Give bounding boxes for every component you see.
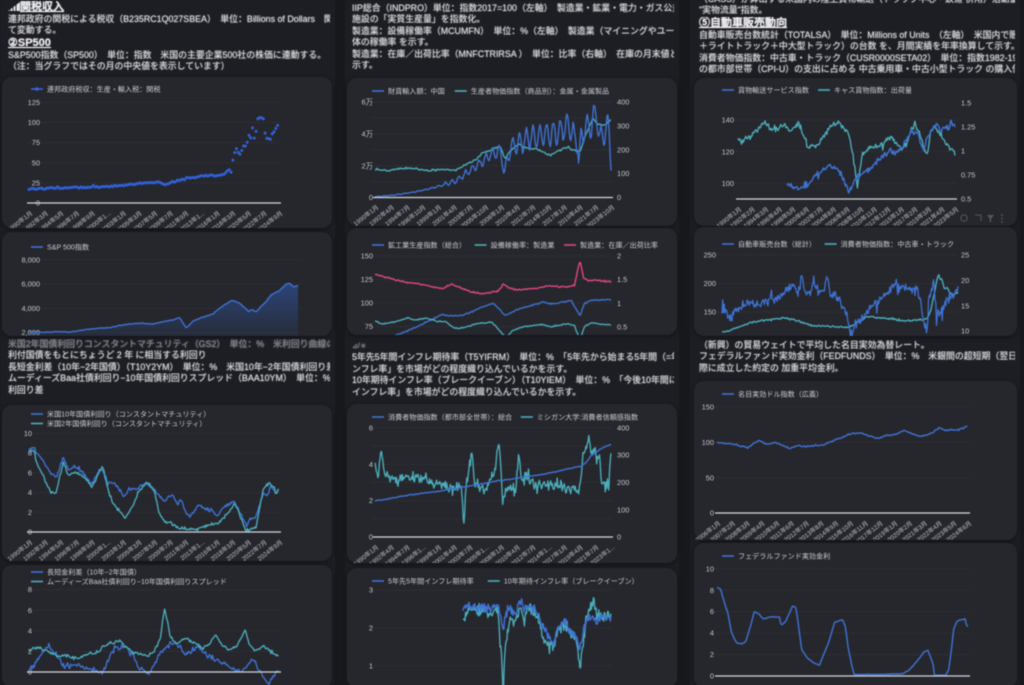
svg-text:2: 2 <box>617 252 621 261</box>
svg-text:200: 200 <box>617 145 629 154</box>
svg-text:0.75: 0.75 <box>961 171 975 180</box>
svg-text:100: 100 <box>617 505 629 514</box>
svg-text:25: 25 <box>32 178 40 187</box>
svg-text:1.25: 1.25 <box>961 123 975 132</box>
svg-text:4: 4 <box>28 488 32 497</box>
svg-text:300: 300 <box>617 451 629 460</box>
svg-text:150: 150 <box>361 252 373 261</box>
svg-text:150: 150 <box>704 308 716 317</box>
svg-text:400: 400 <box>617 423 629 432</box>
svg-text:5年先5年間インフレ期待率: 5年先5年間インフレ期待率 <box>388 577 474 586</box>
svg-text:25: 25 <box>961 251 969 260</box>
svg-text:キャス貨物指数：出荷量: キャス貨物指数：出荷量 <box>834 86 912 95</box>
svg-text:2: 2 <box>28 508 32 517</box>
svg-text:8: 8 <box>28 449 32 458</box>
svg-text:140: 140 <box>722 116 734 125</box>
svg-text:100: 100 <box>702 438 714 447</box>
svg-text:1: 1 <box>369 661 373 670</box>
svg-text:2: 2 <box>710 650 714 659</box>
svg-text:10: 10 <box>961 327 969 336</box>
svg-text:125: 125 <box>361 275 373 284</box>
svg-text:0: 0 <box>710 509 714 518</box>
svg-text:120: 120 <box>722 147 734 156</box>
svg-text:0: 0 <box>369 533 373 542</box>
svg-text:150: 150 <box>702 403 714 412</box>
svg-text:15: 15 <box>961 301 969 310</box>
svg-text:50: 50 <box>706 473 714 482</box>
svg-text:400: 400 <box>617 98 629 107</box>
svg-text:ミシガン大学:消費者信頼感指数: ミシガン大学:消費者信頼感指数 <box>537 413 638 422</box>
svg-text:10: 10 <box>706 564 714 573</box>
svg-text:3: 3 <box>369 586 373 595</box>
svg-text:4,000: 4,000 <box>22 304 41 313</box>
svg-text:0.5: 0.5 <box>617 323 627 332</box>
svg-text:2: 2 <box>369 496 373 505</box>
svg-text:4: 4 <box>710 629 714 638</box>
svg-text:250: 250 <box>704 251 716 260</box>
svg-text:4万: 4万 <box>361 129 373 138</box>
svg-text:75: 75 <box>32 138 40 147</box>
svg-text:0: 0 <box>710 672 714 681</box>
svg-text:自動車販売台数（総計）: 自動車販売台数（総計） <box>738 240 816 249</box>
svg-text:6万: 6万 <box>361 98 373 107</box>
svg-text:消費者物価指数：中古車・トラック: 消費者物価指数：中古車・トラック <box>841 240 955 249</box>
svg-text:100: 100 <box>617 169 629 178</box>
svg-text:貨物輸送サービス指数: 貨物輸送サービス指数 <box>738 86 809 95</box>
svg-text:8: 8 <box>28 585 32 594</box>
svg-text:1: 1 <box>961 147 965 156</box>
svg-text:6,000: 6,000 <box>22 280 41 289</box>
svg-text:米国10年国債利回り（コンスタントマチュリティ）: 米国10年国債利回り（コンスタントマチュリティ） <box>47 410 210 419</box>
svg-text:50: 50 <box>32 158 40 167</box>
svg-text:10年期待インフレ率（ブレークイーブン）: 10年期待インフレ率（ブレークイーブン） <box>504 577 639 586</box>
svg-text:1: 1 <box>617 299 621 308</box>
svg-text:米国2年国債利回り（コンスタントマチュリティ）: 米国2年国債利回り（コンスタントマチュリティ） <box>47 419 206 428</box>
svg-text:300: 300 <box>617 122 629 131</box>
svg-text:設備稼働率：製造業: 設備稼働率：製造業 <box>491 241 555 250</box>
svg-text:200: 200 <box>704 279 716 288</box>
svg-text:フェデラルファンド実効金利: フェデラルファンド実効金利 <box>738 552 830 561</box>
svg-text:製造業：在庫／出荷比率: 製造業：在庫／出荷比率 <box>580 241 658 250</box>
svg-text:鉱工業生産指数（総合）: 鉱工業生産指数（総合） <box>388 241 466 250</box>
svg-text:1.5: 1.5 <box>961 99 971 108</box>
svg-text:ムーディーズBaa社債利回り−10年国債利回りスプレッド: ムーディーズBaa社債利回り−10年国債利回りスプレッド <box>47 577 227 586</box>
svg-text:長短金利差（10年−2年国債）: 長短金利差（10年−2年国債） <box>47 568 141 577</box>
svg-text:生産者物価指数（商品別）：金属・金属製品: 生産者物価指数（商品別）：金属・金属製品 <box>471 87 609 96</box>
svg-text:0: 0 <box>617 193 621 202</box>
svg-text:連邦政府税収：生産・輸入税：関税: 連邦政府税収：生産・輸入税：関税 <box>47 85 161 94</box>
svg-text:消費者物価指数（都市部全世帯）：総合: 消費者物価指数（都市部全世帯）：総合 <box>388 413 512 422</box>
svg-text:6: 6 <box>710 607 714 616</box>
svg-text:125: 125 <box>28 98 40 107</box>
svg-text:2万: 2万 <box>361 161 373 170</box>
svg-text:S&P 500指数: S&P 500指数 <box>47 243 89 252</box>
svg-text:8: 8 <box>710 586 714 595</box>
svg-text:0: 0 <box>369 193 373 202</box>
svg-text:10: 10 <box>24 429 32 438</box>
svg-text:200: 200 <box>617 478 629 487</box>
svg-text:4: 4 <box>28 626 32 635</box>
svg-text:6: 6 <box>369 423 373 432</box>
svg-text:75: 75 <box>365 322 373 331</box>
svg-text:6: 6 <box>28 468 32 477</box>
svg-text:20: 20 <box>961 276 969 285</box>
svg-text:財貨輸入額：中国: 財貨輸入額：中国 <box>388 87 445 96</box>
svg-text:100: 100 <box>28 118 40 127</box>
svg-text:2: 2 <box>369 624 373 633</box>
svg-text:8,000: 8,000 <box>22 255 41 264</box>
svg-text:1.5: 1.5 <box>617 275 627 284</box>
svg-text:0.5: 0.5 <box>961 195 971 204</box>
svg-text:名目実効ドル指数（広義）: 名目実効ドル指数（広義） <box>738 390 823 399</box>
svg-text:4: 4 <box>369 460 373 469</box>
svg-text:100: 100 <box>361 299 373 308</box>
svg-text:100: 100 <box>722 179 734 188</box>
svg-text:0: 0 <box>617 533 621 542</box>
svg-text:6: 6 <box>28 606 32 615</box>
